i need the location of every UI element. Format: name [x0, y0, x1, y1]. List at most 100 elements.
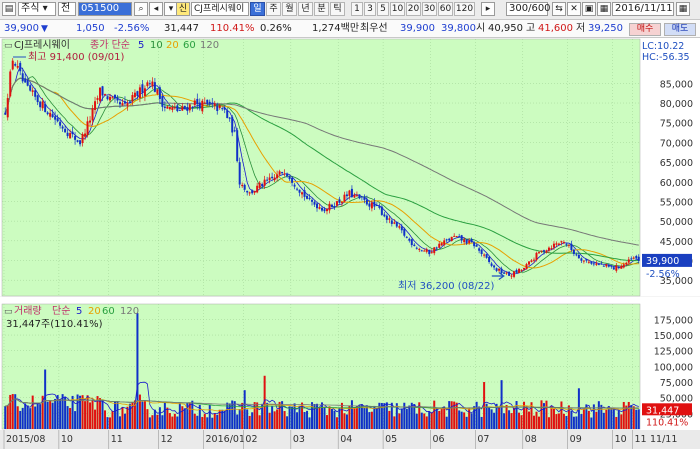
- volume-bar: [405, 408, 408, 429]
- price-tick-label: 55,000: [660, 197, 693, 208]
- save-icon[interactable]: ▣: [582, 2, 596, 16]
- candle-body: [276, 174, 279, 179]
- volume-tick-label: 150,000: [654, 331, 693, 342]
- volume-bar: [485, 403, 488, 429]
- candle-body: [518, 268, 521, 274]
- candle-body: [64, 128, 67, 133]
- candle-body: [243, 184, 246, 190]
- volume-bar: [615, 416, 618, 429]
- tick-tab[interactable]: 틱: [330, 2, 345, 16]
- volume-bar: [94, 409, 97, 429]
- price-plot-area: [1, 38, 641, 297]
- search-icon[interactable]: ⌕: [134, 2, 148, 16]
- minute-30-button[interactable]: 30: [422, 2, 437, 16]
- volume-bar: [31, 395, 34, 429]
- arrows-icon[interactable]: ⇆: [552, 2, 566, 16]
- sell-button[interactable]: 매도: [664, 23, 696, 36]
- code-input-value: 051500: [81, 3, 120, 14]
- candle-body: [76, 140, 79, 142]
- volume-bar: [380, 402, 383, 429]
- date-field[interactable]: 2016/11/11: [612, 2, 674, 16]
- volume-bar: [473, 406, 476, 429]
- minute-10-button[interactable]: 10: [390, 2, 405, 16]
- volume-bar: [470, 413, 473, 429]
- candle-body: [173, 107, 176, 109]
- candle-body: [630, 258, 633, 260]
- volume-bar: [256, 402, 259, 429]
- candle-body: [143, 88, 146, 96]
- candle-body: [418, 248, 421, 250]
- chart-menu-icon[interactable]: ▤: [2, 2, 16, 16]
- minute-tab[interactable]: 분: [314, 2, 329, 16]
- volume-tick-label: 75,000: [660, 378, 693, 389]
- candle-body: [181, 106, 184, 111]
- candle-body: [600, 263, 603, 265]
- candle-body: [293, 184, 296, 187]
- volume-bar: [547, 417, 550, 429]
- volume-bar: [193, 413, 196, 429]
- weekly-tab[interactable]: 주: [266, 2, 281, 16]
- pin-icon[interactable]: ✕: [567, 2, 581, 16]
- count-field[interactable]: 300/600: [506, 2, 551, 16]
- last-ratio-label: 110.41%: [646, 417, 688, 428]
- minute-10-label: 10: [391, 4, 404, 14]
- minute-60-button[interactable]: 60: [438, 2, 453, 16]
- candle-body: [21, 73, 24, 82]
- code-input[interactable]: 051500: [78, 2, 132, 16]
- candle-body: [281, 172, 284, 174]
- candle-body: [233, 130, 236, 132]
- volume-bar: [248, 415, 251, 429]
- minute-1-button[interactable]: 1: [351, 2, 363, 16]
- minute-120-button[interactable]: 120: [454, 2, 475, 16]
- expand-icon[interactable]: ▸: [481, 2, 495, 16]
- volume-bar: [530, 402, 533, 429]
- volume-bar: [525, 406, 528, 429]
- volume-bar: [572, 416, 575, 429]
- prev-select[interactable]: 전: [58, 2, 76, 16]
- price-ma-legend: 5: [138, 40, 144, 51]
- candle-body: [11, 60, 14, 70]
- candle-body: [490, 263, 493, 266]
- candle-body: [268, 177, 271, 180]
- volume-bar: [273, 411, 276, 429]
- minute-5-button[interactable]: 5: [377, 2, 389, 16]
- monthly-tab[interactable]: 월: [282, 2, 297, 16]
- candle-body: [405, 236, 408, 238]
- volume-bar: [635, 409, 638, 429]
- volume-bar: [413, 404, 416, 429]
- volume-bar: [266, 402, 269, 429]
- minute-20-button[interactable]: 20: [406, 2, 421, 16]
- price-ma-line: [4, 77, 639, 246]
- turnover-ratio: 0.26%: [260, 23, 292, 34]
- minute-3-button[interactable]: 3: [364, 2, 376, 16]
- speaker-icon[interactable]: ◂: [149, 2, 163, 16]
- volume-bar: [178, 402, 181, 429]
- volume-bar: [203, 413, 206, 429]
- volume-ma-line: [5, 398, 639, 409]
- volume-bar: [323, 406, 326, 429]
- volume-bar: [605, 409, 608, 429]
- candle-body: [156, 89, 159, 94]
- volume-bar: [480, 416, 483, 429]
- candle-body: [128, 101, 131, 103]
- volume-bar: [206, 417, 209, 429]
- yearly-tab[interactable]: 년: [298, 2, 313, 16]
- buy-button[interactable]: 매수: [629, 23, 661, 36]
- candle-body: [318, 207, 321, 209]
- volume-bar: [570, 410, 573, 429]
- x-tick-label: 10: [61, 434, 73, 445]
- volume-bar: [271, 405, 274, 429]
- volume-bar: [478, 406, 481, 429]
- market-select[interactable]: 주식 ▾: [18, 2, 56, 16]
- volume-bar: [468, 408, 471, 429]
- candle-body: [24, 78, 27, 83]
- candle-body: [423, 250, 426, 252]
- volume-bar: [183, 408, 186, 429]
- candle-body: [468, 240, 471, 243]
- daily-tab[interactable]: 일: [250, 2, 265, 16]
- candle-body: [328, 203, 331, 211]
- candle-body: [587, 261, 590, 263]
- grid-icon[interactable]: ▦: [597, 2, 611, 16]
- candle-body: [213, 103, 216, 106]
- calendar-icon[interactable]: ▦: [676, 2, 690, 16]
